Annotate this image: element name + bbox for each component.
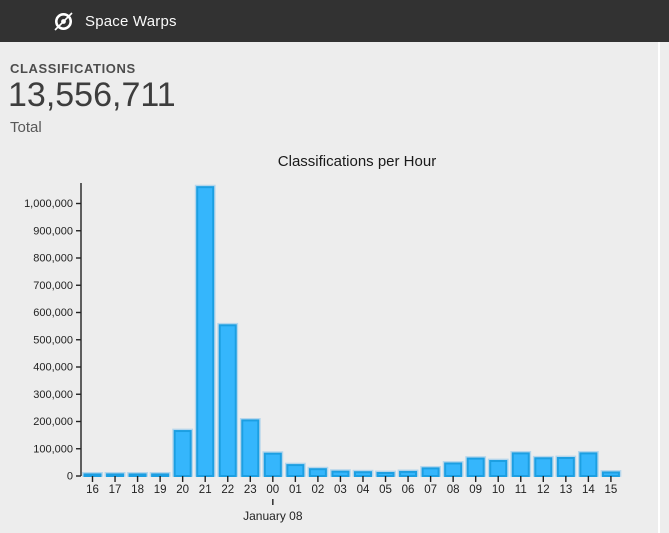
x-tick-label: 17 (109, 484, 122, 496)
bar-hour-09[interactable] (466, 457, 485, 477)
bar-hour-05[interactable] (376, 472, 395, 478)
project-title: Space Warps (85, 12, 177, 30)
x-tick-label: 16 (86, 484, 99, 496)
x-tick-label: 06 (402, 484, 415, 496)
bar-hour-01[interactable] (286, 464, 305, 478)
panel-divider (658, 42, 660, 533)
bar-hour-02[interactable] (308, 468, 327, 477)
x-tick-label: 04 (357, 484, 370, 496)
y-tick-label: 300,000 (33, 389, 73, 401)
classifications-heading: CLASSIFICATIONS (10, 61, 136, 76)
y-tick-label: 100,000 (33, 443, 73, 455)
bar-hour-08[interactable] (444, 462, 463, 477)
x-tick-label: 09 (469, 484, 482, 496)
date-label: January 08 (243, 509, 303, 523)
y-tick-label: 500,000 (33, 334, 73, 346)
bar-hour-19[interactable] (151, 473, 170, 477)
x-tick-label: 00 (266, 484, 279, 496)
x-tick-label: 23 (244, 484, 257, 496)
y-tick-label: 400,000 (33, 362, 73, 374)
bar-hour-16[interactable] (83, 473, 102, 477)
x-tick-label: 08 (447, 484, 460, 496)
x-tick-label: 15 (605, 484, 618, 496)
bar-hour-17[interactable] (106, 473, 125, 477)
y-tick-label: 0 (67, 471, 73, 483)
y-tick-label: 200,000 (33, 416, 73, 428)
bar-hour-11[interactable] (511, 452, 530, 478)
bar-hour-23[interactable] (241, 419, 260, 478)
y-tick-label: 800,000 (33, 253, 73, 265)
x-tick-label: 01 (289, 484, 302, 496)
bar-hour-07[interactable] (421, 467, 440, 477)
x-tick-label: 05 (379, 484, 392, 496)
chart-title: Classifications per Hour (277, 153, 437, 170)
x-tick-label: 18 (131, 484, 144, 496)
x-tick-label: 13 (559, 484, 572, 496)
bar-hour-00[interactable] (263, 452, 282, 477)
bar-hour-12[interactable] (534, 457, 553, 478)
top-navbar: Space Warps (0, 0, 669, 42)
bar-hour-10[interactable] (489, 460, 508, 478)
x-tick-label: 21 (199, 484, 212, 496)
x-tick-label: 03 (334, 484, 347, 496)
x-tick-label: 10 (492, 484, 505, 496)
bar-hour-06[interactable] (399, 470, 418, 478)
y-tick-label: 600,000 (33, 307, 73, 319)
x-tick-label: 12 (537, 484, 550, 496)
y-tick-label: 1,000,000 (24, 198, 73, 210)
bar-hour-15[interactable] (601, 471, 620, 477)
y-tick-label: 700,000 (33, 280, 73, 292)
bar-hour-14[interactable] (579, 452, 598, 478)
y-tick-label: 900,000 (33, 225, 73, 237)
x-tick-label: 19 (154, 484, 167, 496)
classifications-per-hour-chart: 0 100,000 200,000 300,000 400,000 500,000 600,… (24, 183, 622, 523)
x-tick-label: 02 (312, 484, 325, 496)
x-tick-label: 14 (582, 484, 595, 496)
bar-hour-20[interactable] (173, 430, 192, 478)
x-tick-label: 07 (424, 484, 437, 496)
bar-hour-03[interactable] (331, 470, 350, 478)
bar-hour-18[interactable] (128, 473, 147, 477)
bar-hour-22[interactable] (218, 324, 237, 477)
bar-hour-04[interactable] (353, 471, 372, 477)
x-tick-label: 22 (221, 484, 234, 496)
classifications-total-value: 13,556,711 (8, 76, 176, 114)
x-tick-label: 20 (176, 484, 189, 496)
zooniverse-logo-icon (53, 11, 74, 32)
bar-hour-21[interactable] (196, 186, 215, 478)
classifications-total-label: Total (10, 119, 42, 136)
bar-hour-13[interactable] (556, 457, 575, 478)
x-tick-label: 11 (515, 484, 527, 496)
